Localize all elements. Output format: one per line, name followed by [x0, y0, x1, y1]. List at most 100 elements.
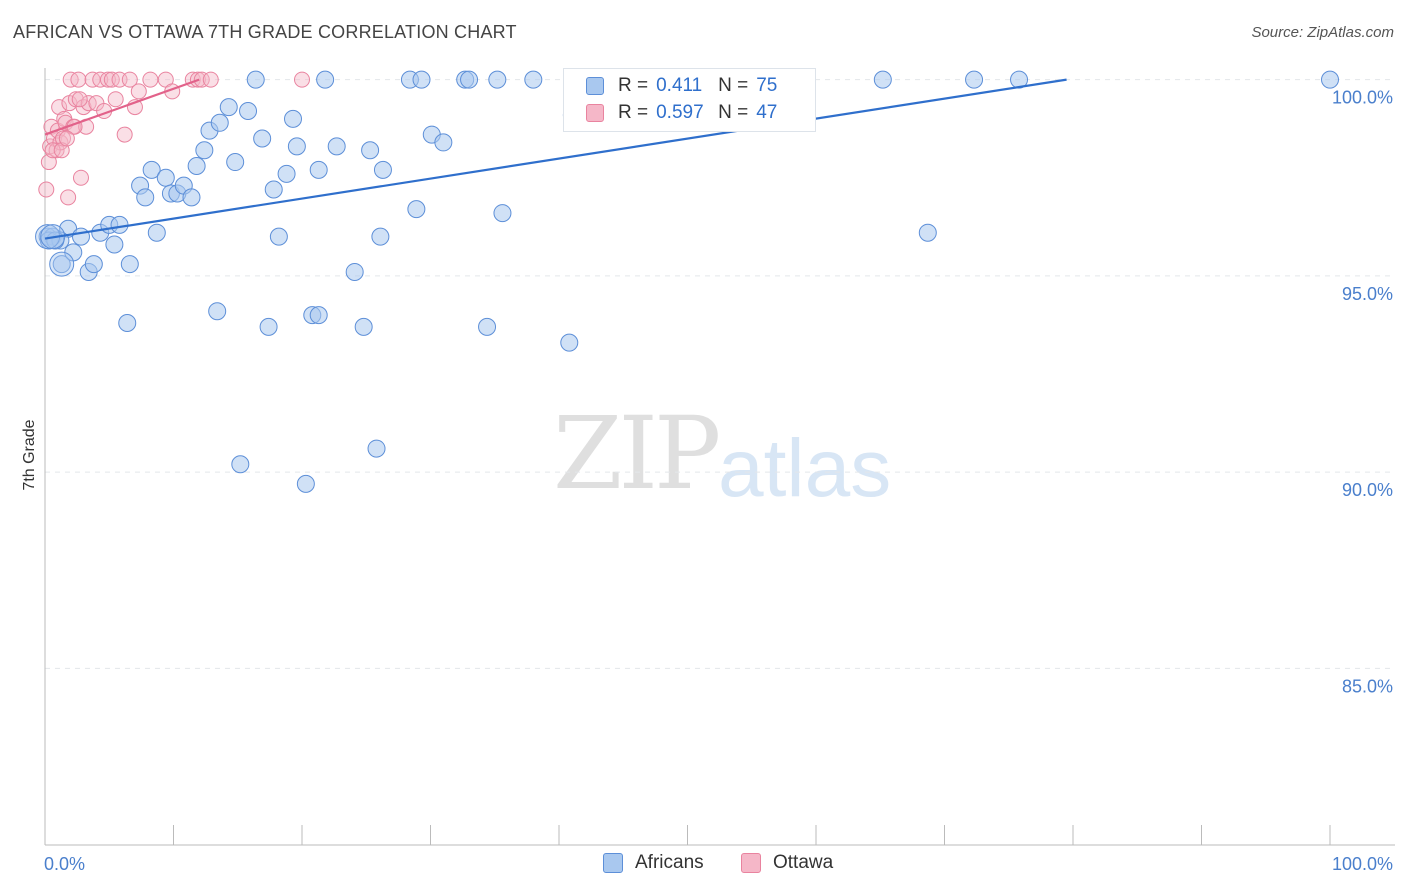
- data-point-africans: [354, 317, 373, 336]
- data-point-africans: [373, 160, 392, 179]
- data-point-ottawa: [193, 71, 210, 88]
- data-point-ottawa: [294, 71, 310, 88]
- data-point-ottawa: [142, 71, 159, 88]
- data-point-ottawa: [60, 189, 77, 206]
- data-point-africans: [277, 164, 296, 183]
- data-point-africans: [560, 333, 579, 352]
- data-point-africans: [84, 255, 103, 274]
- data-point-ottawa: [202, 71, 219, 88]
- data-point-africans: [105, 235, 124, 254]
- data-point-africans: [195, 141, 214, 160]
- data-point-africans-large: [49, 251, 75, 277]
- data-point-africans: [316, 70, 335, 89]
- data-point-africans: [524, 70, 543, 89]
- x-tick-label: 100.0%: [1332, 854, 1393, 874]
- data-point-africans: [327, 137, 346, 156]
- data-point-africans: [493, 204, 512, 223]
- data-point-africans: [269, 227, 288, 246]
- data-point-africans: [208, 302, 227, 321]
- data-point-ottawa: [44, 142, 61, 159]
- data-point-africans: [136, 188, 155, 207]
- data-point-africans: [434, 133, 453, 152]
- data-point-africans: [264, 180, 283, 199]
- data-point-africans: [182, 188, 201, 207]
- y-tick-label: 85.0%: [1342, 676, 1393, 696]
- legend-n-value: 47: [756, 102, 778, 123]
- data-point-ottawa: [51, 99, 68, 116]
- data-point-africans: [287, 137, 306, 156]
- data-point-africans: [407, 200, 426, 219]
- data-point-ottawa: [72, 169, 89, 186]
- trend-line-ottawa: [44, 78, 200, 136]
- bottom-legend-label: Ottawa: [773, 852, 834, 873]
- chart-title: AFRICAN VS OTTAWA 7TH GRADE CORRELATION …: [13, 22, 517, 42]
- data-point-africans: [156, 168, 175, 187]
- legend-r-label: R =: [618, 102, 649, 123]
- data-point-africans: [345, 262, 364, 281]
- data-point-ottawa: [116, 126, 133, 143]
- data-point-africans: [296, 474, 315, 493]
- data-point-africans: [367, 439, 386, 458]
- data-point-africans: [873, 70, 892, 89]
- legend-row-africans: R = 0.411 N = 75: [586, 73, 777, 99]
- x-tick-label: 0.0%: [44, 854, 85, 874]
- legend-swatch-ottawa: [586, 104, 604, 122]
- y-tick-label: 95.0%: [1342, 284, 1393, 304]
- data-point-africans: [918, 223, 937, 242]
- data-point-africans: [488, 70, 507, 89]
- legend-n-label: N =: [718, 102, 749, 123]
- data-point-ottawa: [58, 130, 75, 147]
- data-point-africans: [284, 109, 303, 128]
- source-label: Source: ZipAtlas.com: [1251, 24, 1394, 41]
- watermark-atlas: atlas: [718, 423, 892, 514]
- trend-line-africans: [44, 78, 1067, 240]
- data-point-africans: [965, 70, 984, 89]
- legend-r-value: 0.411: [656, 75, 703, 96]
- legend-row-ottawa: R = 0.597 N = 47: [586, 100, 777, 126]
- data-point-africans: [309, 306, 328, 325]
- data-point-africans: [259, 317, 278, 336]
- data-point-ottawa: [38, 181, 55, 198]
- data-point-ottawa: [99, 71, 116, 88]
- data-point-africans: [110, 215, 129, 234]
- data-point-africans: [142, 160, 161, 179]
- legend-swatch-africans: [586, 77, 604, 95]
- data-point-africans: [118, 313, 137, 332]
- data-point-africans: [71, 227, 90, 246]
- data-point-africans: [371, 227, 390, 246]
- legend-r-value: 0.597: [656, 102, 704, 123]
- legend-r-label: R =: [618, 75, 649, 96]
- data-point-ottawa: [107, 91, 124, 108]
- watermark-zip: ZIP: [553, 395, 721, 512]
- data-point-ottawa: [121, 71, 138, 88]
- correlation-legend: R = 0.411 N = 75 R = 0.597 N = 47: [563, 68, 816, 132]
- data-point-africans: [147, 223, 166, 242]
- bottom-legend-ottawa: Ottawa: [741, 852, 833, 874]
- bottom-swatch-ottawa: [741, 853, 761, 873]
- data-point-africans: [120, 255, 139, 274]
- data-point-africans: [412, 70, 431, 89]
- y-tick-label: 100.0%: [1332, 88, 1393, 108]
- data-point-africans: [309, 160, 328, 179]
- bottom-swatch-africans: [603, 853, 623, 873]
- data-point-africans: [1321, 70, 1339, 89]
- data-point-ottawa: [130, 83, 147, 100]
- data-point-africans: [52, 255, 71, 274]
- y-tick-label: 90.0%: [1342, 480, 1393, 500]
- bottom-legend-label: Africans: [635, 852, 704, 873]
- data-point-africans: [226, 153, 245, 172]
- data-point-africans: [210, 113, 229, 132]
- bottom-legend-africans: Africans: [603, 852, 704, 874]
- data-point-africans: [460, 70, 479, 89]
- data-point-africans: [253, 129, 272, 148]
- data-point-africans: [361, 141, 380, 160]
- data-point-ottawa: [54, 130, 71, 147]
- legend-n-label: N =: [718, 75, 749, 96]
- data-point-ottawa: [40, 154, 57, 171]
- data-point-africans: [478, 317, 497, 336]
- data-point-africans: [187, 156, 206, 175]
- data-point-africans: [246, 70, 265, 89]
- data-point-ottawa: [53, 142, 70, 159]
- data-point-africans: [231, 455, 250, 474]
